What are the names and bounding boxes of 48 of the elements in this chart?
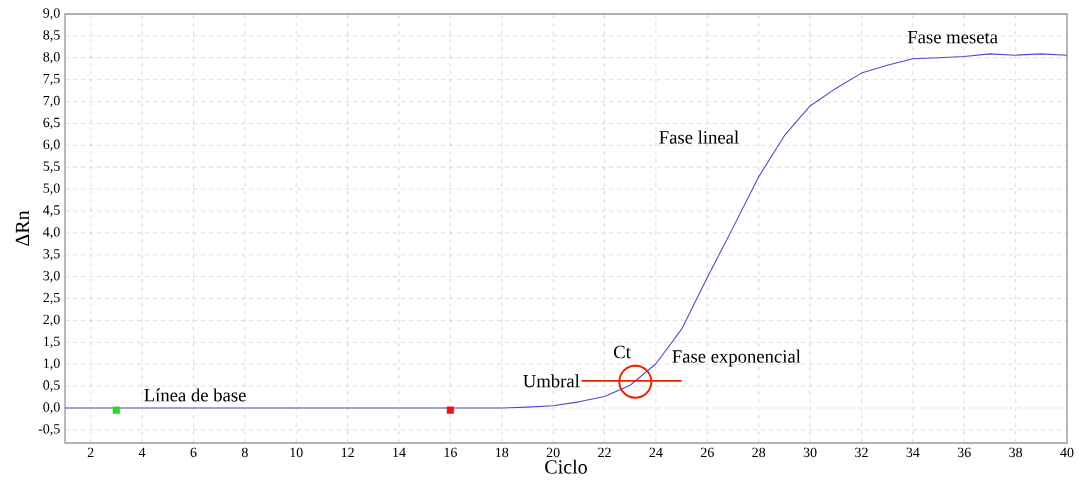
y-tick-label: 1,5 xyxy=(44,336,60,349)
x-tick-label: 4 xyxy=(138,447,146,457)
x-tick-label: 6 xyxy=(190,447,197,458)
y-tick-label: 5,5 xyxy=(43,161,60,173)
y-tick-label: -0,5 xyxy=(38,424,60,436)
y-tick-label: 3,0 xyxy=(43,270,60,283)
annotation: Fase exponencial xyxy=(672,349,801,367)
y-tick-label: 5,0 xyxy=(43,183,60,195)
x-tick-label: 2 xyxy=(87,447,94,457)
x-tick-label: 18 xyxy=(496,447,509,458)
x-axis-title: Ciclo xyxy=(545,459,587,474)
x-tick-label: 20 xyxy=(546,447,560,458)
x-tick-label: 28 xyxy=(752,447,766,458)
series-label: Ct xyxy=(613,345,631,359)
x-tick-label: 32 xyxy=(855,447,868,458)
x-tick-label: 30 xyxy=(803,447,817,458)
y-tick-label: 2,0 xyxy=(43,314,60,327)
y-tick-label: 2,5 xyxy=(43,292,60,305)
annotation: Línea de base xyxy=(144,388,246,402)
x-tick-label: 8 xyxy=(241,447,248,458)
x-tick-label: 34 xyxy=(906,447,920,458)
x-tick-label: 26 xyxy=(700,447,714,458)
y-tick-label: 0,0 xyxy=(43,402,60,414)
x-tick-label: 36 xyxy=(957,447,971,458)
y-axis-title: ΔRn xyxy=(15,210,29,246)
y-tick-label: 9,0 xyxy=(43,8,60,20)
series-label: Umbral xyxy=(523,374,580,388)
y-tick-label: 6,5 xyxy=(43,117,60,130)
y-tick-label: 4,5 xyxy=(43,205,60,217)
y-tick-label: 8,5 xyxy=(43,30,60,42)
x-tick-label: 40 xyxy=(1060,447,1074,458)
x-tick-label: 38 xyxy=(1009,447,1023,458)
y-tick-label: 7,0 xyxy=(43,95,60,108)
x-tick-label: 24 xyxy=(649,447,663,457)
y-tick-label: 8,0 xyxy=(43,52,60,64)
x-tick-label: 12 xyxy=(341,447,354,457)
annotation: Fase lineal xyxy=(659,130,739,144)
y-tick-label: 6,0 xyxy=(43,139,60,152)
y-tick-label: 3,5 xyxy=(43,249,60,261)
annotation: Fase meseta xyxy=(907,30,998,44)
y-tick-label: 1,0 xyxy=(44,358,60,370)
y-tick-label: 0,5 xyxy=(43,380,60,392)
x-tick-label: 14 xyxy=(393,447,406,457)
y-tick-label: 7,5 xyxy=(43,74,60,86)
x-tick-label: 22 xyxy=(598,447,611,457)
x-tick-label: 16 xyxy=(444,447,457,458)
y-tick-label: 4,0 xyxy=(43,227,60,239)
x-tick-label: 10 xyxy=(290,447,303,458)
